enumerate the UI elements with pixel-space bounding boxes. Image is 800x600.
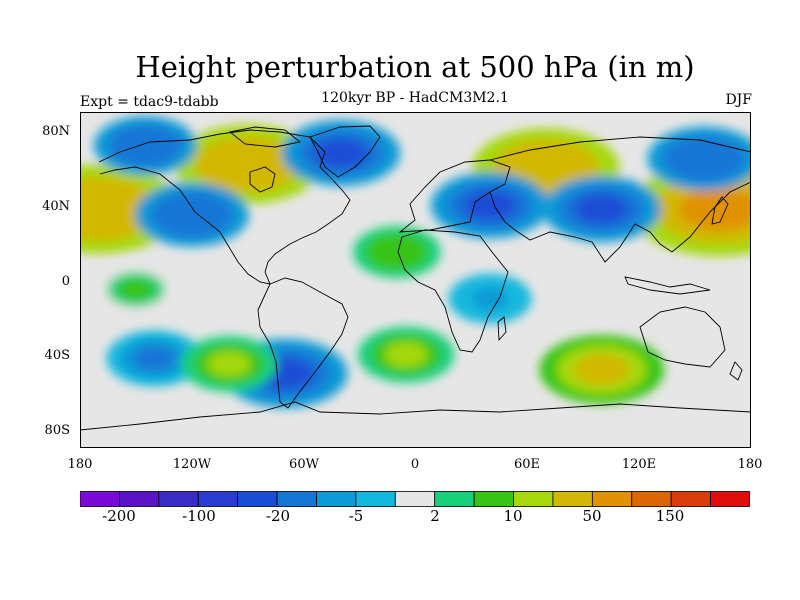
colorbar bbox=[80, 491, 750, 507]
anomaly-region bbox=[117, 278, 155, 301]
lon-label-60w: 60W bbox=[289, 457, 319, 472]
lon-label-180w: 180 bbox=[67, 457, 93, 472]
lon-label-120w: 120W bbox=[172, 457, 212, 472]
lat-label-40s: 40S bbox=[44, 348, 70, 363]
colorbar-swatch bbox=[80, 491, 120, 507]
colorbar-swatch bbox=[197, 491, 239, 507]
lat-label-80s: 80S bbox=[44, 423, 70, 438]
anomaly-region bbox=[377, 240, 417, 264]
anomaly-region bbox=[512, 150, 580, 186]
colorbar-label: 50 bbox=[582, 507, 602, 525]
anomaly-region bbox=[678, 144, 731, 174]
colorbar-swatch bbox=[394, 491, 436, 507]
colorbar-label: 2 bbox=[430, 507, 440, 525]
colorbar-swatch bbox=[710, 491, 750, 507]
colorbar-swatch bbox=[473, 491, 514, 507]
anomaly-region bbox=[575, 194, 629, 224]
anomaly-region bbox=[207, 351, 251, 377]
lon-label-60e: 60E bbox=[513, 457, 541, 472]
coast-europe bbox=[398, 159, 511, 233]
lat-label-0: 0 bbox=[61, 274, 70, 289]
coast-greenland bbox=[309, 125, 381, 178]
lat-label-40n: 40N bbox=[42, 199, 70, 214]
experiment-label: Expt = tdac9-tdabb bbox=[80, 94, 219, 110]
plot-subtitle: 120kyr BP - HadCM3M2.1 bbox=[321, 90, 509, 106]
lat-label-80n: 80N bbox=[42, 124, 70, 139]
colorbar-swatch bbox=[670, 491, 711, 507]
coast-africa bbox=[397, 229, 509, 353]
coast-north-america bbox=[98, 129, 351, 285]
anomaly-region bbox=[573, 354, 631, 386]
lon-label-120e: 120E bbox=[621, 457, 657, 472]
colorbar-swatch bbox=[237, 491, 278, 507]
colorbar-label: -200 bbox=[102, 507, 136, 525]
anomaly-region bbox=[80, 189, 137, 230]
lon-label-0: 0 bbox=[410, 457, 420, 472]
colorbar-swatch bbox=[355, 491, 396, 507]
colorbar-label: -100 bbox=[182, 507, 216, 525]
colorbar-label: -20 bbox=[265, 507, 291, 525]
coast-south-america bbox=[257, 277, 349, 409]
colorbar-swatch bbox=[591, 491, 633, 507]
colorbar-swatch bbox=[631, 491, 672, 507]
coast-hudson-bay bbox=[249, 166, 276, 193]
coast-arctic-islands bbox=[228, 126, 302, 148]
colorbar-swatch bbox=[276, 491, 317, 507]
colorbar-swatch bbox=[552, 491, 593, 507]
season-label: DJF bbox=[725, 92, 752, 108]
colorbar-swatch bbox=[158, 491, 199, 507]
colorbar-label: 10 bbox=[503, 507, 523, 525]
coast-antarctica bbox=[80, 401, 751, 431]
colorbar-swatch bbox=[119, 491, 160, 507]
coast-japan bbox=[711, 196, 729, 225]
colorbar-label: -5 bbox=[348, 507, 364, 525]
anomaly-region bbox=[463, 190, 517, 221]
plot-title: Height perturbation at 500 hPa (in m) bbox=[135, 50, 695, 84]
anomaly-region bbox=[132, 345, 177, 371]
map-frame bbox=[80, 112, 751, 448]
coast-madagascar bbox=[497, 316, 507, 342]
anomaly-region bbox=[471, 287, 509, 310]
colorbar-swatch bbox=[316, 491, 357, 507]
anomaly-fields bbox=[80, 116, 751, 408]
anomaly-region bbox=[166, 200, 218, 230]
anomaly-region bbox=[122, 132, 169, 159]
colorbar-swatch bbox=[513, 491, 554, 507]
coastlines bbox=[80, 125, 751, 431]
colorbar-swatch bbox=[434, 491, 475, 507]
coast-australia bbox=[639, 306, 726, 368]
coast-asia bbox=[489, 136, 751, 263]
lon-label-180e: 180 bbox=[737, 457, 763, 472]
anomaly-region bbox=[314, 138, 368, 168]
coast-new-zealand bbox=[729, 361, 743, 381]
anomaly-map bbox=[80, 112, 751, 448]
coast-indonesia bbox=[624, 276, 711, 295]
colorbar-label: 150 bbox=[655, 507, 685, 525]
anomaly-region bbox=[384, 342, 428, 368]
anomaly-region bbox=[214, 146, 281, 183]
